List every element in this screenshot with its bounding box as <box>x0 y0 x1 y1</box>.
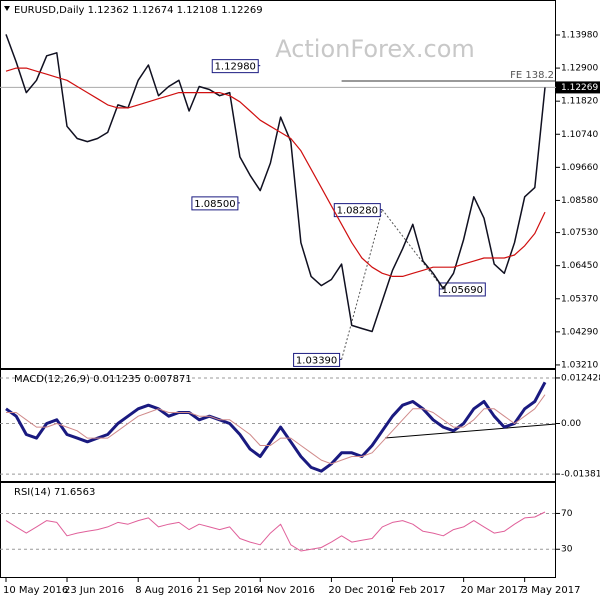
y-tick-label: 1.11820 <box>561 97 598 107</box>
y-tick-label: 1.03210 <box>561 360 598 370</box>
y-tick-label: 1.10740 <box>561 130 598 140</box>
y-tick-label: 1.09660 <box>561 163 598 173</box>
y-tick-label: -0.01381 <box>561 470 600 480</box>
y-tick-label: 1.08580 <box>561 196 598 206</box>
x-tick-label: 20 Mar 2017 <box>461 585 524 596</box>
y-tick-label: 1.06450 <box>561 261 598 271</box>
series-line <box>5 34 546 333</box>
trend-line <box>384 423 557 439</box>
title-icon <box>4 6 10 11</box>
annotation-label: 1.08280 <box>337 206 378 217</box>
annotation-label: 1.05690 <box>442 285 483 296</box>
series-line <box>6 394 546 465</box>
annotation-label: 1.08500 <box>194 199 235 210</box>
x-tick-label: 3 May 2017 <box>522 585 581 596</box>
swing-line <box>341 209 383 360</box>
rsi-frame <box>0 482 556 578</box>
last-price-label: 1.12269 <box>561 83 598 93</box>
price-frame <box>0 0 556 369</box>
y-tick-label: 0.012428 <box>561 373 600 383</box>
last-price-box <box>556 81 600 94</box>
y-tick-label: 0.00 <box>561 419 581 429</box>
level-label: FE 138.2 <box>510 70 554 81</box>
y-tick-label: 1.05370 <box>561 294 598 304</box>
x-tick-label: 8 Aug 2016 <box>135 585 193 596</box>
x-tick-label: 21 Sep 2016 <box>196 585 259 596</box>
watermark: ActionForex.com <box>275 35 475 63</box>
x-tick-label: 2 Feb 2017 <box>389 585 445 596</box>
y-tick-label: 1.12900 <box>561 64 598 74</box>
macd-frame <box>0 369 556 482</box>
panel-title: RSI(14) 71.6563 <box>14 487 95 498</box>
panel-title: EURUSD,Daily 1.12362 1.12674 1.12108 1.1… <box>14 5 263 16</box>
series-line <box>5 67 546 277</box>
x-tick-label: 23 Jun 2016 <box>64 585 124 596</box>
x-tick-label: 4 Nov 2016 <box>257 585 315 596</box>
panel-title: MACD(12,26,9) 0.011235 0.007871 <box>14 374 192 385</box>
x-tick-label: 20 Dec 2016 <box>328 585 392 596</box>
series-line <box>5 381 547 473</box>
series-line <box>5 511 546 552</box>
y-tick-label: 1.04290 <box>561 327 598 337</box>
swing-line <box>381 209 444 290</box>
x-tick-label: 10 May 2016 <box>3 585 68 596</box>
annotation-label: 1.12980 <box>215 62 256 73</box>
annotation-label: 1.03390 <box>296 355 337 366</box>
y-tick-label: 70 <box>561 509 573 519</box>
y-tick-label: 30 <box>561 545 573 555</box>
y-tick-label: 1.13980 <box>561 31 598 41</box>
y-tick-label: 1.07530 <box>561 228 598 238</box>
